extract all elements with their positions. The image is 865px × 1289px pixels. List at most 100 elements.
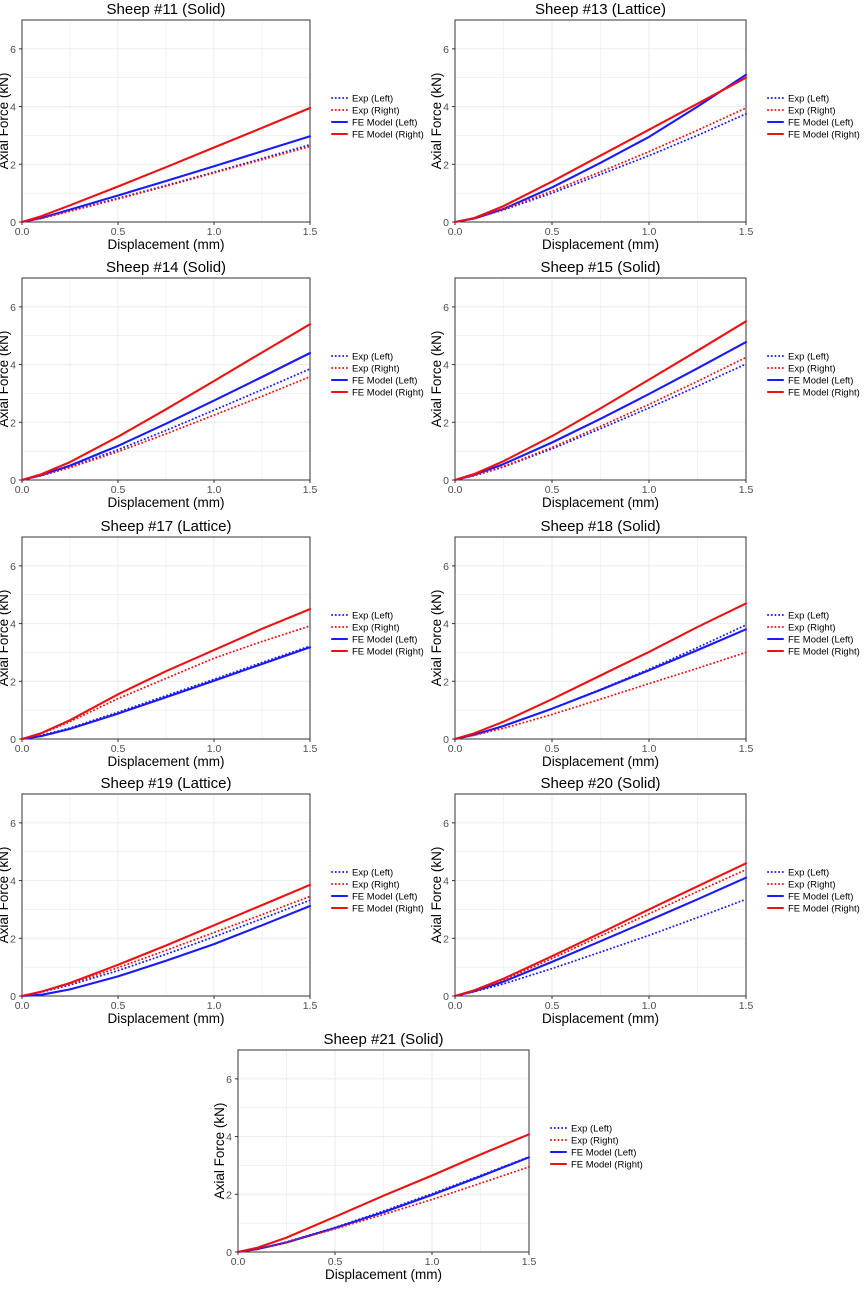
chart-title: Sheep #11 (Solid) xyxy=(107,1,226,18)
y-tick-label: 0 xyxy=(10,991,16,1003)
legend-label: FE Model (Right) xyxy=(788,388,860,399)
y-tick-label: 2 xyxy=(10,933,16,945)
legend-label: FE Model (Left) xyxy=(571,1148,636,1159)
plot-frame xyxy=(21,277,311,481)
x-tick-label: 0.5 xyxy=(545,1000,560,1012)
x-tick-label: 1.0 xyxy=(642,484,657,496)
y-tick-label: 2 xyxy=(443,676,449,688)
x-tick-label: 1.0 xyxy=(207,484,222,496)
x-tick-label: 0.5 xyxy=(111,1000,126,1012)
y-tick-label: 4 xyxy=(443,102,449,114)
legend-label: Exp (Left) xyxy=(788,868,829,879)
series-line-fe-model-right xyxy=(236,1133,531,1254)
series-line-exp-left xyxy=(454,898,747,997)
series-line-exp-left xyxy=(237,1155,530,1253)
series-line-exp-right xyxy=(21,624,311,740)
y-tick-label: 0 xyxy=(443,475,449,487)
legend: Exp (Left)Exp (Right)FE Model (Left)FE M… xyxy=(766,611,860,658)
y-tick-label: 6 xyxy=(10,44,16,56)
x-tick-label: 0.0 xyxy=(448,743,463,755)
legend-label: FE Model (Right) xyxy=(788,130,860,141)
chart-title: Sheep #17 (Lattice) xyxy=(101,518,232,535)
legend-label: FE Model (Right) xyxy=(352,388,424,399)
legend-label: Exp (Left) xyxy=(571,1124,612,1135)
chart-title: Sheep #14 (Solid) xyxy=(106,259,226,276)
x-tick-label: 1.5 xyxy=(303,484,318,496)
chart-panel: Sheep #19 (Lattice) 0.0 0.5 1.0 1.5 0 2 4 6 Displ… xyxy=(0,775,424,1026)
y-tick-label: 2 xyxy=(443,159,449,171)
grid xyxy=(21,536,311,740)
x-tick-label: 1.5 xyxy=(522,1256,537,1268)
chart-title: Sheep #15 (Solid) xyxy=(540,259,660,276)
series-line-fe-model-left xyxy=(20,904,312,998)
y-tick-label: 4 xyxy=(10,876,16,888)
legend-label: Exp (Left) xyxy=(352,868,393,879)
x-axis-label: Displacement (mm) xyxy=(542,754,659,769)
y-tick-label: 2 xyxy=(226,1189,232,1201)
y-tick-label: 0 xyxy=(226,1247,232,1259)
y-axis-label: Axial Force (kN) xyxy=(0,73,11,170)
legend-label: FE Model (Right) xyxy=(352,130,424,141)
y-tick-label: 4 xyxy=(10,102,16,114)
plot-frame xyxy=(454,536,747,740)
series-line-fe-model-left xyxy=(453,628,748,741)
plot-frame xyxy=(21,19,311,223)
x-axis-label: Displacement (mm) xyxy=(107,495,224,510)
series-line-exp-right xyxy=(21,375,311,481)
y-tick-label: 4 xyxy=(443,876,449,888)
y-tick-label: 6 xyxy=(226,1074,232,1086)
x-tick-label: 1.5 xyxy=(739,1000,754,1012)
series-line-fe-model-left xyxy=(20,351,312,482)
legend: Exp (Left)Exp (Right)FE Model (Left)FE M… xyxy=(330,352,424,399)
series-line-exp-left xyxy=(454,363,747,481)
legend: Exp (Left)Exp (Right)FE Model (Left)FE M… xyxy=(330,611,424,658)
x-tick-label: 1.5 xyxy=(303,743,318,755)
legend: Exp (Left)Exp (Right)FE Model (Left)FE M… xyxy=(549,1124,643,1171)
y-tick-label: 4 xyxy=(10,619,16,631)
series-line-exp-right xyxy=(454,107,747,223)
legend-label: Exp (Right) xyxy=(571,1136,619,1147)
series-line-fe-model-right xyxy=(20,323,312,482)
y-axis-label: Axial Force (kN) xyxy=(429,847,444,944)
y-tick-label: 4 xyxy=(443,619,449,631)
y-tick-label: 0 xyxy=(10,734,16,746)
legend-label: Exp (Right) xyxy=(352,880,400,891)
chart-panel: Sheep #21 (Solid) 0.0 0.5 1.0 1.5 0 2 4 6 Displac… xyxy=(212,1031,643,1282)
y-tick-label: 6 xyxy=(443,44,449,56)
x-tick-label: 1.0 xyxy=(425,1256,440,1268)
y-tick-label: 2 xyxy=(10,676,16,688)
chart-panel: Sheep #20 (Solid) 0.0 0.5 1.0 1.5 0 2 4 6 Displac… xyxy=(429,775,860,1026)
x-tick-label: 0.5 xyxy=(545,226,560,238)
chart-panel: Sheep #11 (Solid) 0.0 0.5 1.0 1.5 0 2 4 6 Displac… xyxy=(0,1,424,252)
legend-label: FE Model (Left) xyxy=(788,892,853,903)
legend-label: Exp (Left) xyxy=(352,94,393,105)
y-tick-label: 6 xyxy=(10,302,16,314)
legend-label: FE Model (Left) xyxy=(352,376,417,387)
grid xyxy=(454,536,747,740)
plot-frame xyxy=(21,793,311,997)
y-axis-label: Axial Force (kN) xyxy=(429,331,444,428)
chart-title: Sheep #21 (Solid) xyxy=(323,1031,443,1048)
series-line-exp-right xyxy=(237,1165,530,1253)
legend-label: Exp (Right) xyxy=(352,623,400,634)
x-tick-label: 0.5 xyxy=(545,484,560,496)
grid xyxy=(454,19,747,223)
legend-label: FE Model (Left) xyxy=(788,118,853,129)
legend-label: FE Model (Left) xyxy=(352,892,417,903)
grid xyxy=(21,793,311,997)
x-tick-label: 0.0 xyxy=(15,743,30,755)
y-tick-label: 2 xyxy=(443,933,449,945)
plot-frame xyxy=(237,1049,530,1253)
series-line-exp-right xyxy=(21,145,311,223)
legend-label: Exp (Right) xyxy=(788,623,836,634)
legend: Exp (Left)Exp (Right)FE Model (Left)FE M… xyxy=(766,94,860,141)
series-line-exp-left xyxy=(21,143,311,223)
y-tick-label: 6 xyxy=(443,818,449,830)
y-axis-label: Axial Force (kN) xyxy=(429,73,444,170)
legend-label: FE Model (Right) xyxy=(352,647,424,658)
y-tick-label: 4 xyxy=(443,360,449,372)
series-line-exp-right xyxy=(454,651,747,740)
legend: Exp (Left)Exp (Right)FE Model (Left)FE M… xyxy=(766,352,860,399)
